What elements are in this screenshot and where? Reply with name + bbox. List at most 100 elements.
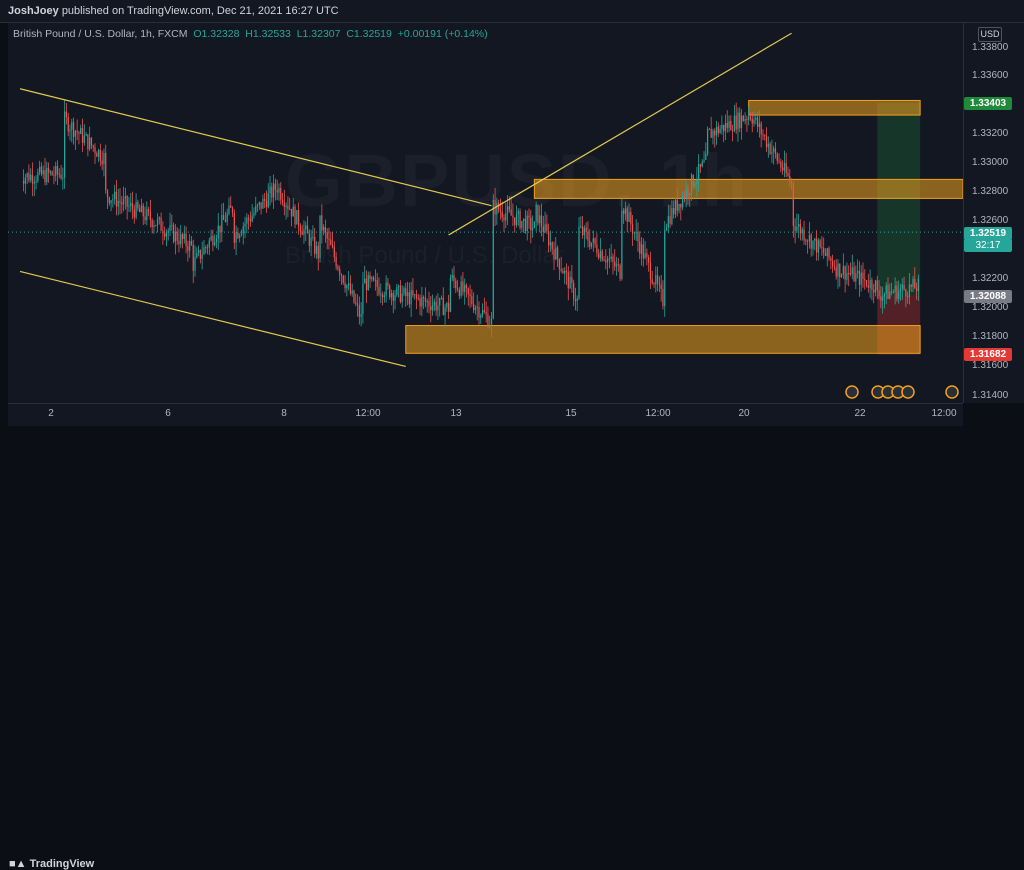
candle-body [767, 143, 769, 148]
economic-event-icon [945, 385, 959, 399]
candle-body [172, 225, 175, 242]
candle-body [790, 181, 793, 184]
candle-body [551, 242, 553, 250]
candle-body [637, 231, 639, 242]
candle-body [22, 180, 25, 184]
price-tick: 1.31800 [972, 331, 1009, 342]
candle-body [744, 118, 746, 121]
candle-body [67, 117, 69, 132]
ohlc-close: C1.32519 [346, 28, 392, 40]
price-axis[interactable] [963, 23, 1024, 403]
candle-body [451, 275, 453, 279]
candle-body [628, 212, 630, 222]
candle-body [885, 285, 887, 294]
candle-body [762, 134, 764, 136]
candle-body [683, 196, 686, 199]
candle-body [533, 221, 535, 228]
candle-body [653, 283, 655, 285]
candle-body [162, 230, 164, 234]
candle-body [473, 303, 475, 311]
ohlc-high: H1.32533 [245, 28, 291, 40]
candle-body [108, 197, 110, 204]
candle-body [272, 183, 275, 198]
candle-body [346, 285, 348, 289]
candle-body [765, 136, 768, 148]
candle-body [505, 213, 507, 221]
candle-body [440, 297, 443, 299]
candle-body [246, 217, 248, 224]
candle-body [364, 278, 366, 284]
candle-body [147, 209, 150, 212]
candle-body [419, 298, 421, 307]
tradingview-logo[interactable]: ■▲ TradingView [9, 858, 95, 870]
candle-body [62, 177, 64, 179]
candle-body [331, 244, 334, 248]
candle-body [740, 115, 743, 129]
price-chart[interactable] [0, 0, 1024, 453]
candle-body [46, 167, 48, 183]
candle-body [558, 259, 560, 270]
candle-body [406, 292, 409, 297]
candle-body [110, 200, 112, 204]
candle-body [194, 257, 196, 271]
candle-body [781, 167, 784, 171]
candle-body [819, 240, 821, 248]
ohlc-open: O1.32328 [193, 28, 240, 40]
candle-body [685, 188, 687, 199]
candle-body [774, 148, 777, 154]
candle-body [592, 238, 594, 243]
candle-body [510, 209, 512, 216]
candle-body [190, 241, 193, 245]
candle-body [565, 270, 568, 273]
candle-body [689, 193, 691, 196]
take-profit-area [877, 102, 921, 296]
candle-body [694, 184, 696, 187]
candle-body [517, 211, 519, 214]
current-price-tag: 1.32519 [964, 227, 1012, 240]
candle-body [240, 233, 243, 236]
candle-body [176, 231, 178, 241]
candle-body [581, 226, 584, 236]
price-tick: 1.32000 [972, 302, 1009, 313]
candle-body [603, 260, 605, 262]
currency-button[interactable]: USD [978, 27, 1002, 42]
candle-body [858, 270, 861, 285]
candle-body [356, 303, 359, 306]
time-axis[interactable] [8, 403, 963, 426]
candle-body [571, 276, 573, 283]
candle-body [381, 294, 384, 298]
candle-body [214, 242, 216, 246]
candle-body [171, 225, 173, 227]
candle-body [423, 297, 425, 299]
candle-body [817, 240, 819, 253]
candle-body [621, 210, 623, 279]
candle-body [399, 285, 402, 303]
price-tick: 1.33200 [972, 128, 1009, 139]
candle-body [299, 226, 302, 232]
candle-body [753, 119, 755, 124]
candle-body [480, 315, 482, 318]
candle-body [431, 305, 434, 311]
candle-body [490, 318, 493, 325]
candle-body [544, 224, 546, 232]
candle-body [233, 212, 235, 243]
candle-body [326, 232, 328, 239]
candle-body [590, 242, 593, 247]
candle-body [151, 220, 153, 228]
footer: ■▲ TradingView [0, 426, 1024, 870]
candle-body [651, 279, 653, 284]
candle-body [51, 171, 53, 176]
candle-body [692, 175, 694, 187]
candle-body [47, 167, 50, 173]
candle-body [853, 267, 855, 282]
candle-body [367, 275, 369, 290]
candle-body [124, 196, 126, 199]
time-tick: 15 [565, 408, 577, 419]
candle-body [869, 280, 871, 288]
candle-body [705, 153, 707, 160]
candle-body [849, 273, 852, 275]
candle-body [292, 206, 294, 217]
candle-body [890, 291, 893, 293]
candle-body [340, 274, 343, 276]
time-tick: 12:00 [931, 408, 957, 419]
